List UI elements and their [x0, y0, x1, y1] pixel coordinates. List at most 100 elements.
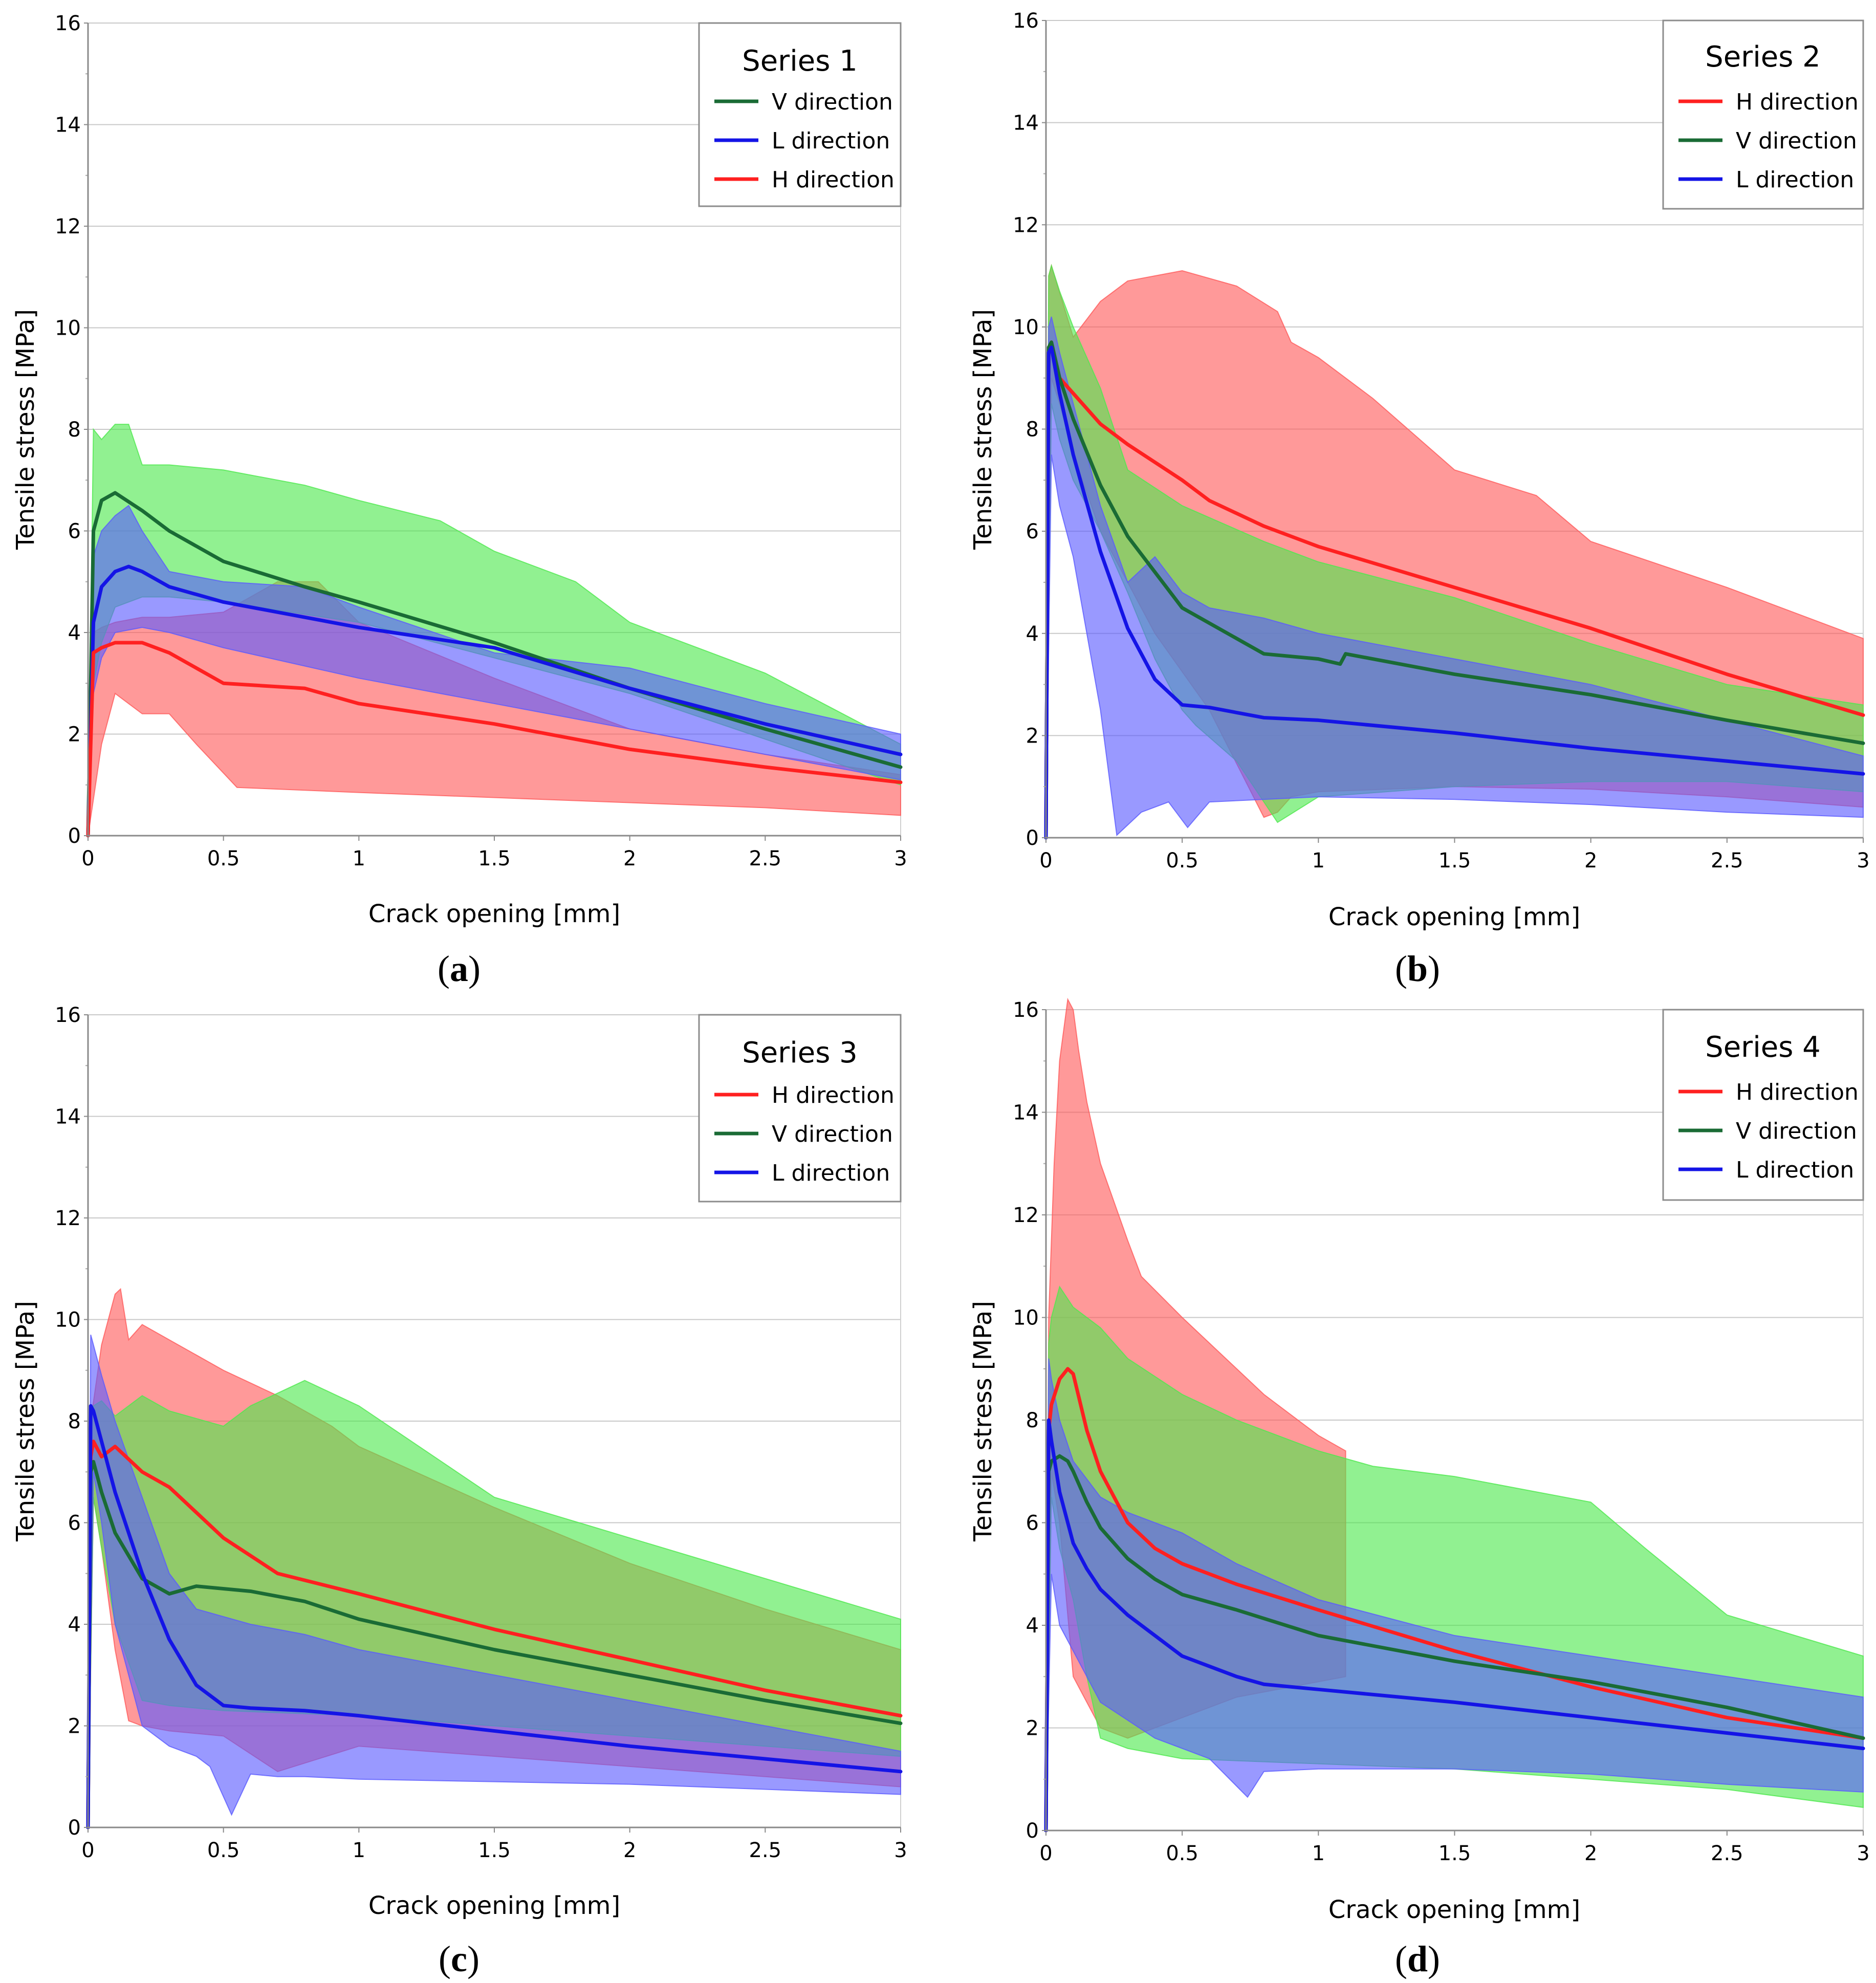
y-tick-label: 2 [68, 723, 81, 747]
y-tick-label: 12 [1013, 1204, 1039, 1227]
legend-label: L direction [1736, 167, 1854, 193]
bands [88, 424, 901, 836]
x-tick-label: 1 [353, 1839, 365, 1862]
series-line-h-direction [86, 641, 903, 838]
legend: Series 4 H direction V direction L directi… [1662, 1009, 1864, 1201]
y-tick-label: 6 [68, 1512, 81, 1535]
x-tick-label: 2.5 [749, 847, 782, 870]
legend-title: Series 3 [742, 1036, 858, 1070]
legend: Series 1 V direction L direction H directi… [698, 22, 902, 207]
y-tick-label: 14 [1013, 1101, 1039, 1125]
y-axis-title: Tensile stress [MPa] [11, 1301, 40, 1542]
legend-label: H direction [772, 1082, 895, 1108]
x-axis-title: Crack opening [mm] [368, 900, 620, 928]
x-tick-label: 2.5 [1711, 849, 1743, 873]
x-tick-label: 0 [1039, 849, 1052, 873]
y-tick-label: 4 [1026, 1614, 1039, 1638]
x-tick-label: 1 [1312, 1842, 1325, 1865]
y-axis-title: Tensile stress [MPa] [11, 309, 40, 550]
panel-b: 0 2 4 6 8 10 12 14 16 0 0.5 1 1.5 2 2.5 3 Crack opening… [969, 9, 1870, 989]
y-tick-label: 6 [1026, 520, 1039, 543]
x-tick-label: 3 [894, 1839, 907, 1862]
x-tick-label: 1 [1312, 849, 1325, 873]
x-tick-label: 0.5 [1166, 849, 1198, 873]
series-lines [86, 491, 903, 838]
y-tick-label: 0 [68, 1816, 81, 1840]
legend-title: Series 4 [1705, 1031, 1821, 1064]
y-tick-label: 10 [1013, 1306, 1039, 1330]
x-tick-label: 2.5 [749, 1839, 782, 1862]
y-tick-label: 16 [1013, 998, 1039, 1022]
x-tick-label: 2.5 [1711, 1842, 1743, 1865]
panel-label: (c) [439, 1938, 479, 1979]
series-line-h-direction [1044, 1367, 1865, 1833]
y-tick-label: 8 [68, 1410, 81, 1433]
x-tick-label: 0.5 [1166, 1842, 1198, 1865]
x-axis-title: Crack opening [mm] [1328, 903, 1580, 931]
legend-label: L direction [1736, 1157, 1854, 1183]
y-tick-label: 12 [1013, 213, 1039, 237]
legend-box [698, 1014, 902, 1203]
legend-label: V direction [1736, 128, 1857, 154]
series-lines [1044, 1367, 1865, 1833]
series-line-l-direction [86, 1404, 903, 1829]
legend: Series 3 H direction V direction L directi… [698, 1014, 902, 1203]
y-tick-label: 4 [68, 621, 81, 645]
y-tick-label: 4 [68, 1613, 81, 1637]
y-tick-label: 10 [55, 1309, 81, 1332]
y-tick-label: 6 [68, 520, 81, 543]
y-tick-label: 2 [1026, 724, 1039, 748]
x-tick-label: 2 [623, 847, 636, 870]
bands [1045, 264, 1864, 838]
legend-label: V direction [1736, 1118, 1857, 1144]
panel-label-letter: a [450, 948, 468, 989]
legend-label: H direction [1736, 89, 1859, 115]
panel-label-letter: c [451, 1938, 467, 1979]
legend-entries: H direction V direction L direction [714, 1082, 895, 1186]
series-line-l-direction [1044, 345, 1865, 840]
legend-label: H direction [772, 167, 895, 193]
x-tick-label: 1.5 [1438, 849, 1471, 873]
x-tick-label: 0.5 [207, 847, 240, 870]
x-tick-label: 0 [81, 1839, 94, 1862]
y-axis-title: Tensile stress [MPa] [969, 1301, 997, 1542]
panel-a: 0 2 4 6 8 10 12 14 16 0 0.5 1 1.5 2 2.5 3 Crack opening… [11, 12, 907, 989]
series-lines [86, 1404, 903, 1829]
panel-label: (b) [1395, 948, 1440, 989]
y-tick-label: 10 [55, 317, 81, 340]
y-tick-label: 0 [1026, 826, 1039, 850]
x-tick-label: 1.5 [478, 1839, 511, 1862]
x-tick-label: 2 [1584, 1842, 1597, 1865]
y-tick-label: 0 [68, 824, 81, 848]
legend-title: Series 2 [1705, 40, 1821, 74]
series-line-v-direction [1044, 1454, 1865, 1833]
panel-label: (d) [1395, 1938, 1440, 1979]
legend-label: L direction [772, 1160, 890, 1186]
series-line-l-direction [1044, 1418, 1865, 1833]
y-tick-label: 10 [1013, 316, 1039, 339]
panel-label-letter: b [1407, 948, 1428, 989]
x-tick-label: 2 [623, 1839, 636, 1862]
y-tick-label: 0 [1026, 1819, 1039, 1843]
y-tick-label: 12 [55, 215, 81, 238]
axes: 0 2 4 6 8 10 12 14 16 0 0.5 1 1.5 2 2.5 3 [55, 1004, 907, 1862]
bands [88, 1288, 901, 1828]
panel-c: 0 2 4 6 8 10 12 14 16 0 0.5 1 1.5 2 2.5 3 Crack opening… [11, 1004, 907, 1979]
x-tick-label: 3 [1857, 1842, 1869, 1865]
x-tick-label: 0 [1039, 1842, 1052, 1865]
legend-label: L direction [772, 128, 890, 154]
y-tick-label: 8 [1026, 1409, 1039, 1432]
y-tick-label: 2 [68, 1715, 81, 1738]
series-line-l-direction [86, 564, 903, 838]
y-tick-label: 4 [1026, 622, 1039, 646]
legend-entries: H direction V direction L direction [1678, 1079, 1859, 1183]
x-tick-label: 2 [1584, 849, 1597, 873]
y-tick-label: 16 [1013, 9, 1039, 33]
x-tick-label: 3 [894, 847, 907, 870]
legend-entries: V direction L direction H direction [714, 89, 895, 193]
panel-d: 0 2 4 6 8 10 12 14 16 0 0.5 1 1.5 2 2.5 3 Crack opening… [969, 997, 1870, 1979]
legend-title: Series 1 [742, 45, 858, 78]
axes: 0 2 4 6 8 10 12 14 16 0 0.5 1 1.5 2 2.5 3 [1013, 998, 1870, 1865]
panel-label-letter: d [1407, 1938, 1428, 1979]
